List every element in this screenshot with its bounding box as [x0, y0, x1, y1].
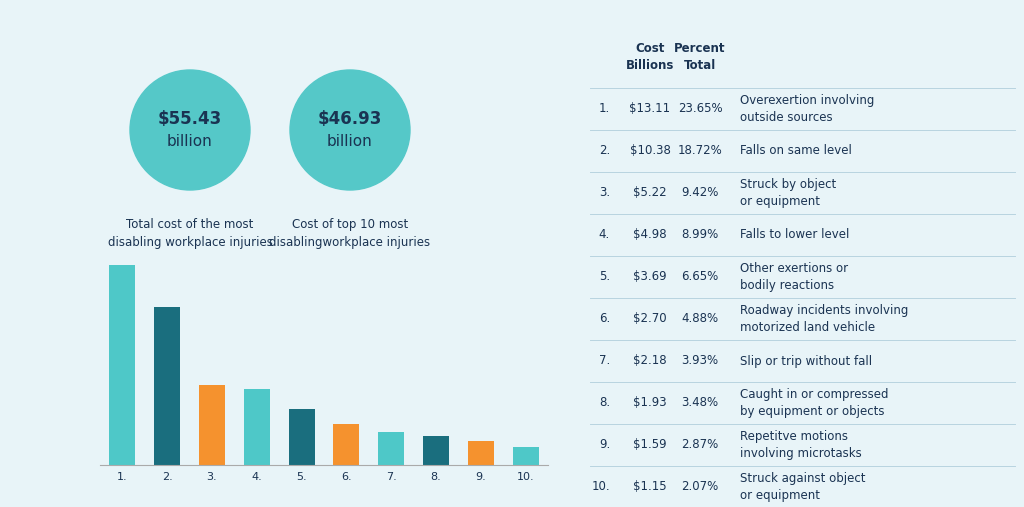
Text: $4.98: $4.98 [633, 229, 667, 241]
Text: 6.: 6. [599, 312, 610, 325]
Text: 1.: 1. [117, 472, 128, 482]
Text: Struck by object
or equipment: Struck by object or equipment [740, 178, 837, 208]
Bar [155, 307, 180, 465]
Text: 9.42%: 9.42% [681, 187, 719, 199]
Text: $3.69: $3.69 [633, 271, 667, 283]
Text: Percent
Total: Percent Total [674, 42, 726, 72]
Text: Repetitve motions
involving microtasks: Repetitve motions involving microtasks [740, 430, 862, 460]
Bar [513, 448, 539, 465]
Bar [334, 424, 359, 465]
Text: 10.: 10. [592, 481, 610, 493]
Text: 8.99%: 8.99% [681, 229, 719, 241]
Text: Falls on same level: Falls on same level [740, 144, 852, 158]
Text: 7.: 7. [599, 354, 610, 368]
Text: 4.: 4. [252, 472, 262, 482]
Text: 4.88%: 4.88% [681, 312, 719, 325]
Text: $55.43: $55.43 [158, 110, 222, 128]
Text: 18.72%: 18.72% [678, 144, 722, 158]
Text: $2.18: $2.18 [633, 354, 667, 368]
Bar [378, 432, 404, 465]
Text: Falls to lower level: Falls to lower level [740, 229, 849, 241]
Text: 6.65%: 6.65% [681, 271, 719, 283]
Text: 7.: 7. [386, 472, 396, 482]
Text: $5.22: $5.22 [633, 187, 667, 199]
Text: 3.93%: 3.93% [681, 354, 719, 368]
Text: 8.: 8. [431, 472, 441, 482]
Text: $1.59: $1.59 [633, 439, 667, 452]
Text: 3.: 3. [207, 472, 217, 482]
Text: 8.: 8. [599, 396, 610, 410]
Text: 3.48%: 3.48% [681, 396, 719, 410]
Bar [244, 389, 269, 465]
Circle shape [130, 70, 250, 190]
Text: billion: billion [327, 133, 373, 149]
Text: Roadway incidents involving
motorized land vehicle: Roadway incidents involving motorized la… [740, 304, 908, 334]
Text: 2.: 2. [162, 472, 173, 482]
Text: Other exertions or
bodily reactions: Other exertions or bodily reactions [740, 262, 848, 292]
Text: 9.: 9. [599, 439, 610, 452]
Text: $1.15: $1.15 [633, 481, 667, 493]
Text: 9.: 9. [475, 472, 486, 482]
Text: 3.: 3. [599, 187, 610, 199]
Text: Total cost of the most
disabling workplace injuries: Total cost of the most disabling workpla… [108, 218, 272, 249]
Text: 2.: 2. [599, 144, 610, 158]
Text: $13.11: $13.11 [630, 102, 671, 116]
Text: 23.65%: 23.65% [678, 102, 722, 116]
Circle shape [290, 70, 410, 190]
Text: 5.: 5. [296, 472, 307, 482]
Bar [423, 436, 449, 465]
Text: 5.: 5. [599, 271, 610, 283]
Text: 4.: 4. [599, 229, 610, 241]
Text: Struck against object
or equipment: Struck against object or equipment [740, 472, 865, 502]
Text: 2.87%: 2.87% [681, 439, 719, 452]
Text: 10.: 10. [517, 472, 535, 482]
Text: 1.: 1. [599, 102, 610, 116]
Text: Cost of top 10 most
disablingworkplace injuries: Cost of top 10 most disablingworkplace i… [269, 218, 430, 249]
Text: $46.93: $46.93 [317, 110, 382, 128]
Text: billion: billion [167, 133, 213, 149]
Text: Slip or trip without fall: Slip or trip without fall [740, 354, 872, 368]
Bar [110, 265, 135, 465]
Text: 2.07%: 2.07% [681, 481, 719, 493]
Text: Cost
Billions: Cost Billions [626, 42, 674, 72]
Text: Caught in or compressed
by equipment or objects: Caught in or compressed by equipment or … [740, 388, 889, 418]
Text: $2.70: $2.70 [633, 312, 667, 325]
Text: $10.38: $10.38 [630, 144, 671, 158]
Bar [289, 409, 314, 465]
Bar [199, 385, 225, 465]
Text: $1.93: $1.93 [633, 396, 667, 410]
Text: Overexertion involving
outside sources: Overexertion involving outside sources [740, 94, 874, 124]
Bar [468, 441, 494, 465]
Text: 6.: 6. [341, 472, 351, 482]
